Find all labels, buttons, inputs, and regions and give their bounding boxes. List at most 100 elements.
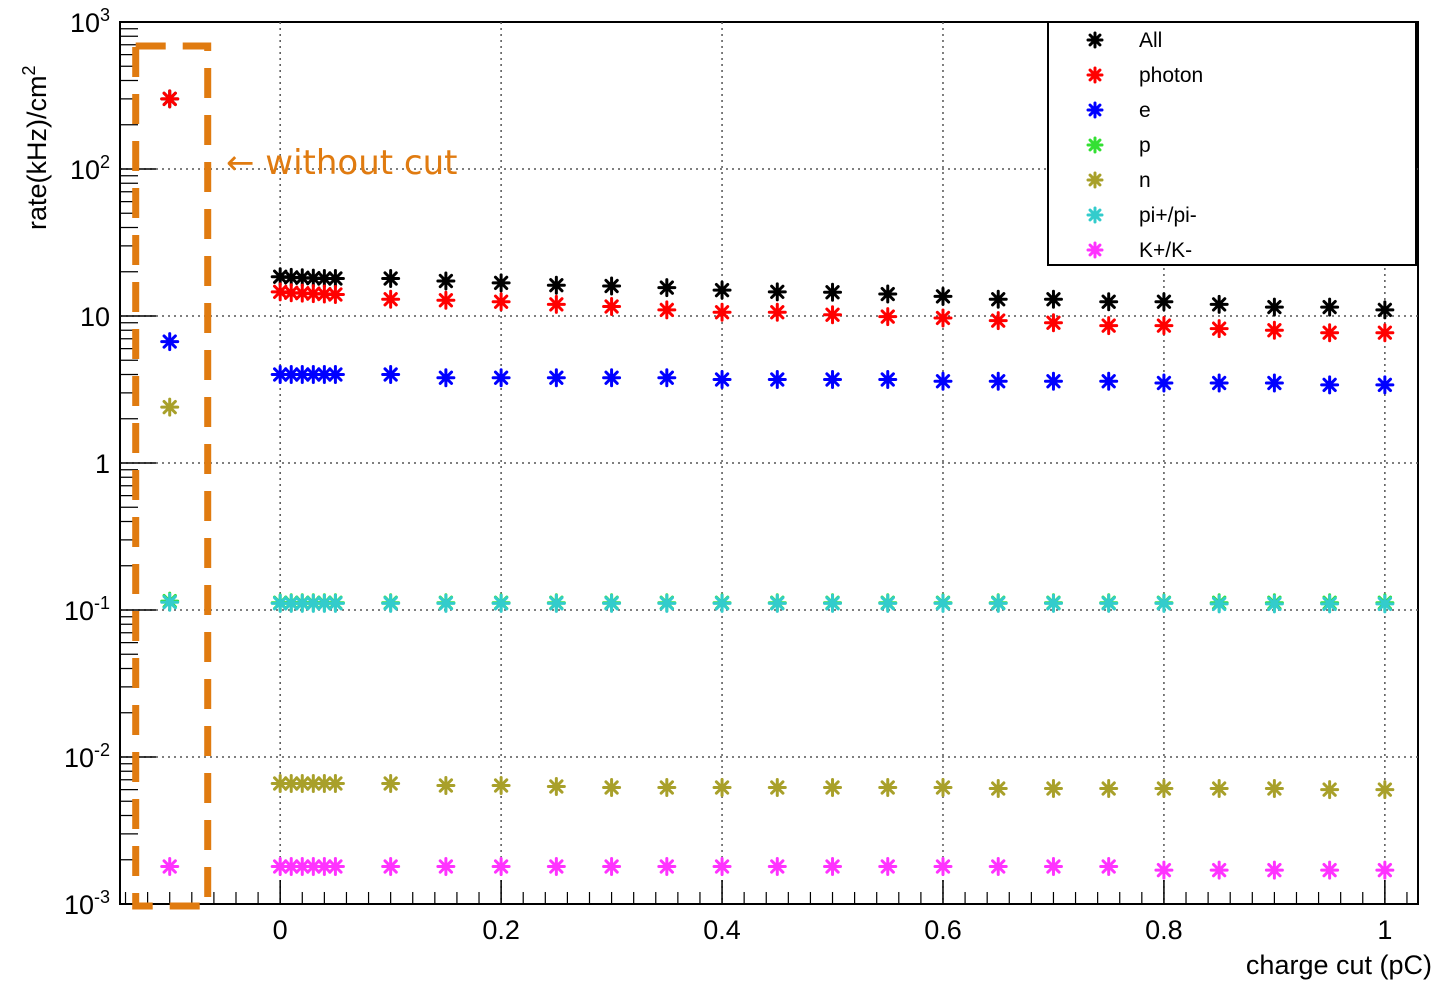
- data-point: [602, 297, 622, 317]
- data-point: [270, 267, 290, 287]
- data-point: [1099, 856, 1119, 876]
- data-point: [657, 593, 677, 613]
- data-point: [491, 593, 511, 613]
- legend-entry: n: [1086, 169, 1151, 192]
- data-point: [767, 282, 787, 302]
- legend-marker: [1086, 101, 1104, 119]
- series-3: [160, 332, 1395, 395]
- data-point: [712, 369, 732, 389]
- data-point: [712, 856, 732, 876]
- data-point: [1375, 860, 1395, 880]
- data-point: [546, 275, 566, 295]
- data-point: [988, 371, 1008, 391]
- data-point: [491, 856, 511, 876]
- legend-entry: p: [1086, 134, 1151, 157]
- data-point: [381, 365, 401, 384]
- data-point: [436, 271, 456, 291]
- data-point: [160, 89, 180, 109]
- data-point: [325, 774, 345, 794]
- data-point: [602, 593, 622, 613]
- data-point: [381, 289, 401, 309]
- data-point: [933, 286, 953, 306]
- data-point: [292, 365, 312, 384]
- data-point: [1099, 593, 1119, 613]
- data-point: [657, 368, 677, 388]
- x-tick-label: 1: [1377, 915, 1392, 945]
- data-point: [314, 365, 334, 384]
- data-point: [1320, 375, 1340, 395]
- data-point: [1154, 779, 1174, 799]
- annotation: ← without cut: [132, 42, 458, 910]
- data-point: [491, 368, 511, 388]
- y-tick-label: 10-2: [64, 740, 110, 773]
- data-point: [1320, 594, 1340, 614]
- data-point: [878, 856, 898, 876]
- data-point: [1209, 373, 1229, 393]
- data-point: [657, 278, 677, 298]
- data-point: [1264, 320, 1284, 340]
- legend-marker: [1086, 241, 1104, 259]
- legend: All photon epn pi+/pi- K+/K-: [1047, 21, 1417, 266]
- data-point: [314, 774, 334, 794]
- data-point: [933, 308, 953, 328]
- series-7: [160, 856, 1395, 880]
- data-point: [602, 368, 622, 388]
- y-axis-title-main: rate(kHz)/cm: [22, 76, 52, 231]
- data-point: [1375, 780, 1395, 800]
- data-point: [314, 593, 334, 613]
- data-point: [1264, 779, 1284, 799]
- legend-entry: e: [1086, 99, 1151, 122]
- data-point: [712, 280, 732, 300]
- data-point: [325, 365, 345, 384]
- data-point: [381, 268, 401, 288]
- data-point: [1043, 313, 1063, 333]
- data-point: [546, 777, 566, 796]
- data-point: [546, 368, 566, 388]
- data-point: [546, 294, 566, 314]
- data-point: [270, 365, 290, 384]
- data-point: [1154, 316, 1174, 336]
- data-point: [160, 592, 180, 612]
- data-point: [1154, 860, 1174, 880]
- data-point: [767, 778, 787, 798]
- data-point: [878, 593, 898, 613]
- data-point: [657, 778, 677, 798]
- data-point: [712, 593, 732, 613]
- legend-label: pi+/pi-: [1139, 204, 1197, 227]
- data-point: [878, 284, 898, 304]
- data-point: [546, 593, 566, 613]
- data-point: [381, 856, 401, 876]
- data-point: [292, 856, 312, 876]
- legend-label: photon: [1139, 64, 1203, 87]
- legend-marker: [1086, 31, 1104, 49]
- without-cut-highlight-box: [132, 42, 212, 910]
- data-point: [1375, 300, 1395, 320]
- legend-marker: [1086, 66, 1104, 84]
- legend-box: [1047, 21, 1417, 266]
- data-point: [878, 369, 898, 389]
- data-point: [602, 778, 622, 798]
- data-point: [1209, 319, 1229, 339]
- legend-entry: All: [1086, 29, 1162, 52]
- data-point: [292, 283, 312, 303]
- data-point: [1043, 856, 1063, 876]
- x-tick-label: 0: [273, 915, 288, 945]
- data-point: [281, 593, 301, 613]
- legend-marker: [1086, 206, 1104, 224]
- data-point: [767, 369, 787, 389]
- data-point: [292, 268, 312, 288]
- data-point: [1043, 371, 1063, 391]
- data-point: [1375, 594, 1395, 614]
- data-point: [325, 856, 345, 876]
- y-tick-label: 10-1: [64, 593, 110, 626]
- data-point: [823, 282, 843, 302]
- data-point: [933, 371, 953, 391]
- x-axis-title: charge cut (pC): [1246, 950, 1432, 980]
- data-point: [712, 302, 732, 322]
- data-point: [1043, 289, 1063, 309]
- data-point: [436, 290, 456, 310]
- legend-entry: photon: [1086, 64, 1203, 87]
- legend-label: All: [1139, 29, 1162, 52]
- data-point: [436, 368, 456, 388]
- data-point: [1154, 292, 1174, 312]
